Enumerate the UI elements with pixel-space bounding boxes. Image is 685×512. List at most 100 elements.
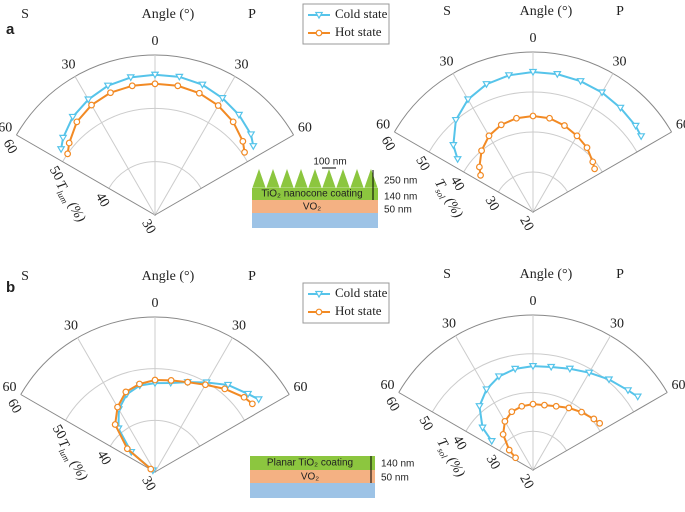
- marker: [561, 122, 568, 129]
- marker: [73, 118, 81, 126]
- dimension-label: 250 nm: [384, 176, 417, 187]
- marker: [528, 68, 538, 77]
- marker: [589, 158, 597, 166]
- side-label: S: [443, 267, 451, 282]
- marker: [254, 396, 263, 404]
- marker: [546, 363, 556, 372]
- marker: [482, 81, 491, 89]
- angle-tick-label: 0: [530, 294, 537, 309]
- grid-arc: [398, 314, 668, 393]
- angle-tick-label: 30: [442, 317, 456, 332]
- side-label: P: [616, 4, 624, 19]
- angle-tick-label: 60: [676, 118, 685, 133]
- dimension-label: 140 nm: [381, 459, 414, 470]
- angle-tick-label: 30: [613, 54, 627, 69]
- panel-label: a: [6, 21, 15, 38]
- grid-spoke: [20, 394, 156, 473]
- marker: [529, 112, 537, 120]
- r-tick-label: 60: [0, 137, 20, 157]
- grid-spoke: [398, 392, 534, 471]
- r-tick-label: 60: [4, 397, 24, 417]
- marker: [512, 454, 519, 462]
- r-tick-label: 20: [516, 472, 536, 492]
- marker: [64, 150, 72, 158]
- r-tick-label: 20: [516, 214, 536, 234]
- marker: [623, 387, 633, 395]
- grid-spoke: [532, 335, 611, 471]
- angle-tick-label: 60: [0, 121, 12, 136]
- legend-marker: [315, 308, 323, 316]
- grid-spoke: [394, 131, 534, 213]
- r-tick-label: 40: [447, 174, 467, 194]
- angle-tick-label: 60: [298, 121, 312, 136]
- series-line: [452, 70, 643, 160]
- marker: [510, 365, 520, 374]
- marker: [126, 74, 135, 82]
- r-tick-label: 40: [92, 190, 112, 210]
- r-axis-unit: (%): [64, 200, 88, 226]
- angle-tick-label: 60: [671, 378, 685, 393]
- marker: [499, 430, 507, 438]
- coating-layer: [250, 456, 375, 470]
- marker: [184, 378, 192, 386]
- legend-label: Hot state: [335, 24, 382, 39]
- r-tick-label: 30: [138, 474, 158, 494]
- marker: [246, 131, 256, 139]
- marker: [451, 116, 461, 125]
- angle-tick-label: 30: [62, 57, 76, 72]
- angle-axis-title: Angle (°): [520, 267, 573, 282]
- marker: [583, 144, 591, 152]
- r-axis-title: Tlum(%): [53, 437, 90, 485]
- marker: [478, 147, 485, 155]
- r-tick-label: 50: [46, 164, 66, 184]
- inset-nanocone: TiO₂ nanocone coating VO₂ 100 nm 250 nm …: [252, 157, 417, 228]
- r-tick-label: 50: [49, 422, 69, 442]
- marker: [565, 365, 575, 373]
- dimension-label: 50 nm: [381, 473, 409, 484]
- marker: [565, 404, 573, 412]
- marker: [214, 102, 222, 109]
- r-tick-label: 30: [138, 217, 158, 237]
- r-axis-subscript: sol: [433, 187, 447, 202]
- panel-label: b: [6, 279, 15, 296]
- marker: [477, 171, 484, 179]
- angle-tick-label: 0: [530, 31, 537, 46]
- marker: [56, 146, 66, 154]
- r-tick-label: 30: [482, 194, 502, 214]
- marker: [68, 113, 77, 122]
- r-axis-unit: (%): [444, 454, 468, 480]
- marker: [123, 445, 131, 453]
- dimension-label: 50 nm: [384, 205, 412, 216]
- marker: [475, 163, 483, 171]
- r-axis-subscript: lum: [54, 189, 70, 206]
- marker: [58, 134, 68, 143]
- marker: [633, 393, 642, 401]
- marker: [136, 380, 143, 388]
- marker: [111, 421, 119, 428]
- marker: [249, 143, 258, 151]
- marker: [175, 73, 184, 82]
- legend-label: Hot state: [335, 303, 382, 318]
- marker: [546, 114, 553, 122]
- marker: [541, 401, 548, 409]
- marker: [229, 118, 237, 126]
- marker: [234, 111, 244, 120]
- marker: [453, 156, 462, 164]
- angle-tick-label: 30: [64, 319, 78, 334]
- marker: [150, 71, 160, 79]
- marker: [167, 377, 175, 384]
- side-label: S: [443, 4, 451, 19]
- marker: [201, 381, 209, 389]
- angle-tick-label: 0: [152, 34, 159, 49]
- grid-spoke: [532, 131, 672, 213]
- marker: [497, 121, 505, 129]
- r-axis-unit: (%): [442, 195, 466, 221]
- marker: [596, 419, 604, 427]
- r-axis-subscript: lum: [57, 447, 73, 464]
- dimension-label: 100 nm: [313, 157, 346, 168]
- marker: [518, 402, 526, 410]
- marker: [65, 139, 73, 147]
